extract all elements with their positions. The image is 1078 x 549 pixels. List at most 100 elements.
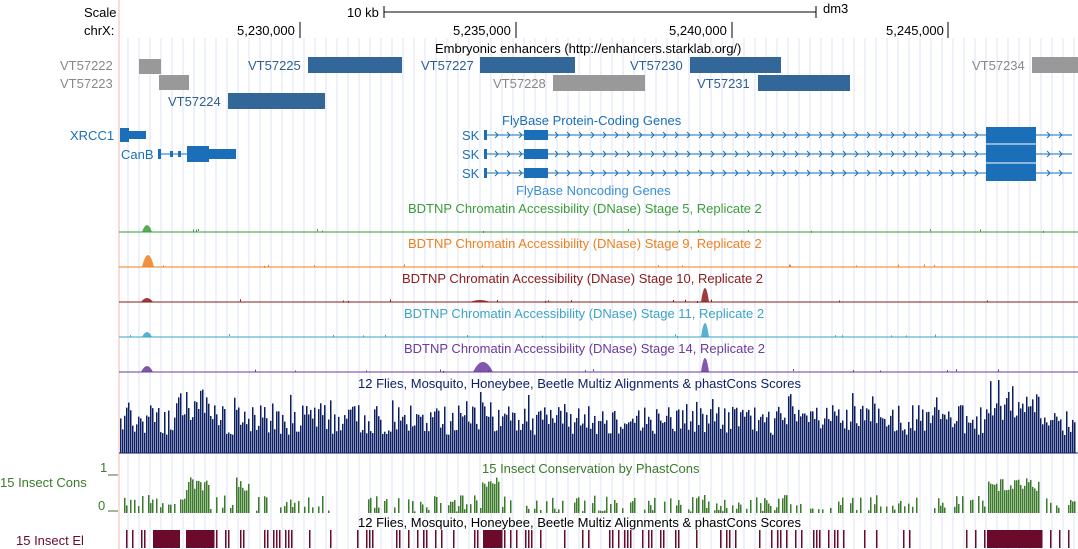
multiz-bar — [934, 407, 936, 453]
conserved-element — [144, 530, 146, 548]
dnase-track-title[interactable]: BDTNP Chromatin Accessibility (DNase) St… — [404, 341, 766, 356]
conserved-element — [582, 530, 584, 548]
gene-label[interactable]: SK — [462, 128, 480, 143]
strand-arrow — [1058, 150, 1063, 158]
enhancer-label[interactable]: VT57234 — [972, 58, 1025, 73]
cons-bar — [238, 487, 240, 513]
multiz-bar — [432, 417, 434, 453]
dnase-signal — [924, 264, 925, 267]
strand-arrow — [926, 131, 931, 139]
enhancer-left-label[interactable]: VT57222 — [60, 58, 113, 73]
multiz-bar — [588, 406, 590, 453]
multiz-bar — [234, 397, 236, 453]
cons-bar — [1028, 482, 1030, 513]
multiz-bar — [484, 406, 486, 453]
multiz-bar — [864, 420, 866, 453]
cons-bar — [394, 507, 396, 513]
cons-left-label[interactable]: 15 Insect Cons — [0, 475, 87, 490]
gene-label[interactable]: CanB — [121, 147, 154, 162]
dnase-track-title[interactable]: BDTNP Chromatin Accessibility (DNase) St… — [402, 271, 764, 286]
cons-bar — [818, 509, 820, 513]
multiz-bar — [1002, 419, 1004, 453]
enhancer-label[interactable]: VT57230 — [630, 58, 683, 73]
enhancer-label[interactable]: VT57231 — [697, 76, 750, 91]
gene-label[interactable]: XRCC1 — [70, 128, 115, 143]
gene-label[interactable]: SK — [462, 166, 480, 181]
enhancers-track-title[interactable]: Embryonic enhancers (http://enhancers.st… — [435, 41, 742, 56]
multiz-bar — [936, 397, 938, 453]
multiz-bar — [646, 424, 648, 453]
conserved-element — [999, 530, 1002, 548]
multiz-bar — [224, 409, 226, 453]
cons-bar — [376, 496, 378, 513]
multiz-track-title[interactable]: 12 Flies, Mosquito, Honeybee, Beetle Mul… — [358, 376, 801, 391]
multiz-bar — [1020, 408, 1022, 453]
strand-arrow — [878, 131, 883, 139]
conserved-element — [729, 530, 731, 548]
multiz-bar — [164, 412, 166, 453]
cons-bar — [690, 511, 692, 513]
cons-bar — [206, 480, 208, 513]
multiz-bar — [550, 409, 552, 453]
dnase-peak — [701, 288, 709, 302]
multiz-bar — [986, 409, 988, 453]
multiz-bar — [828, 419, 830, 453]
multiz-bar — [504, 413, 506, 453]
gene-exon — [120, 128, 129, 142]
multiz-bar — [630, 421, 632, 453]
elements-left-label[interactable]: 15 Insect El — [16, 533, 84, 548]
multiz-bar — [726, 432, 728, 453]
dnase-track-title[interactable]: BDTNP Chromatin Accessibility (DNase) St… — [404, 306, 765, 321]
multiz-bar — [914, 430, 916, 453]
multiz-bar — [696, 401, 698, 453]
strand-arrow — [710, 169, 715, 177]
cons-bar — [412, 501, 414, 513]
multiz-bar — [314, 407, 316, 453]
cons-bar — [706, 508, 708, 513]
multiz-bar — [514, 413, 516, 453]
enhancer-label[interactable]: VT57227 — [421, 58, 474, 73]
conserved-element — [309, 530, 311, 548]
strand-arrow — [578, 150, 583, 158]
elements-track-title[interactable]: 12 Flies, Mosquito, Honeybee, Beetle Mul… — [358, 515, 801, 530]
strand-arrow — [590, 131, 595, 139]
cons-bar — [230, 508, 232, 513]
genes-track-title[interactable]: FlyBase Protein-Coding Genes — [502, 113, 682, 128]
multiz-bar — [1070, 431, 1072, 453]
cons-bar — [978, 495, 980, 513]
cons-bar — [284, 506, 286, 513]
dnase-track-title[interactable]: BDTNP Chromatin Accessibility (DNase) St… — [408, 201, 762, 216]
dnase-track-title[interactable]: BDTNP Chromatin Accessibility (DNase) St… — [408, 236, 762, 251]
cons-bar — [762, 510, 764, 513]
multiz-bar — [998, 380, 1000, 453]
multiz-bar — [560, 410, 562, 453]
enhancer-left-label[interactable]: VT57223 — [60, 76, 113, 91]
multiz-bar — [878, 408, 880, 453]
cons-bar — [1016, 480, 1018, 513]
enhancer-label[interactable]: VT57228 — [493, 76, 546, 91]
multiz-bar — [816, 407, 818, 453]
multiz-bar — [376, 406, 378, 453]
multiz-bar — [464, 415, 466, 453]
enhancer-label[interactable]: VT57224 — [168, 94, 221, 109]
gene-label[interactable]: SK — [462, 147, 480, 162]
multiz-bar — [294, 411, 296, 453]
multiz-bar — [474, 407, 476, 453]
cons-track-title[interactable]: 15 Insect Conservation by PhastCons — [482, 461, 700, 476]
noncoding-track-title[interactable]: FlyBase Noncoding Genes — [516, 183, 671, 198]
cons-bar — [142, 496, 144, 513]
multiz-bar — [374, 409, 376, 453]
multiz-bar — [862, 405, 864, 453]
strand-arrow — [554, 169, 559, 177]
enhancer-label[interactable]: VT57225 — [248, 58, 301, 73]
conserved-element — [492, 530, 495, 548]
cons-bar — [378, 507, 380, 513]
strand-arrow — [830, 169, 835, 177]
multiz-bar — [506, 414, 508, 453]
cons-bar — [180, 499, 182, 513]
conserved-element — [210, 530, 213, 548]
dnase-signal — [198, 229, 199, 232]
conserved-element — [126, 530, 128, 548]
cons-bar — [374, 507, 376, 513]
strand-arrow — [686, 150, 691, 158]
